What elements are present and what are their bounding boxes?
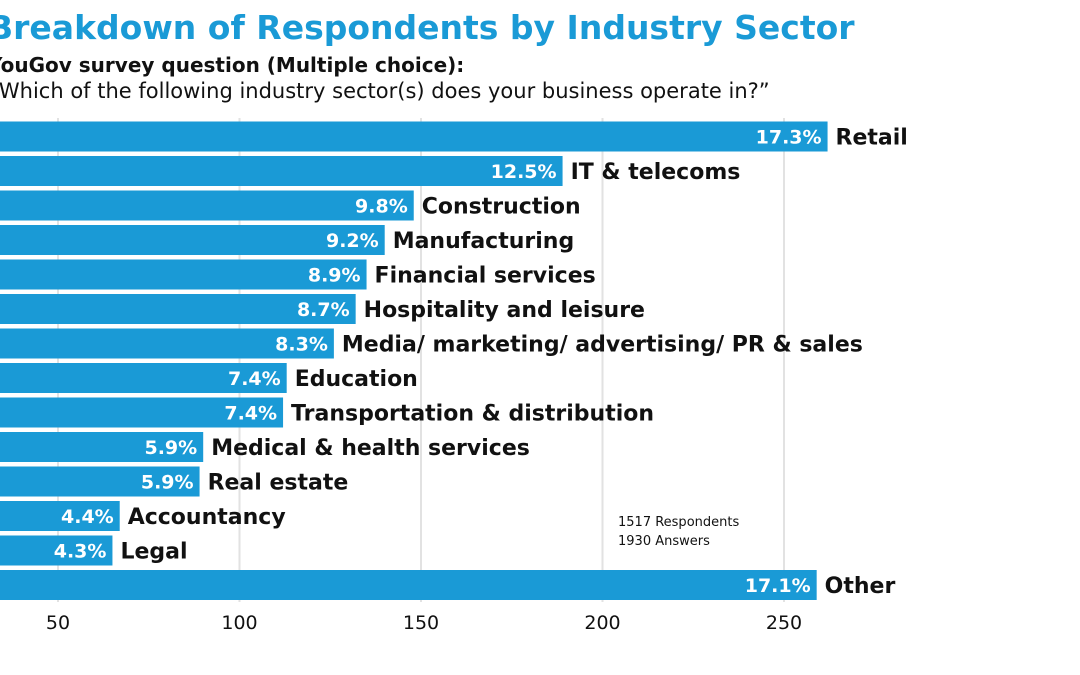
answers-count: 1930 Answers — [618, 534, 710, 549]
bar-value-label: 4.4% — [61, 506, 114, 528]
bar-value-label: 7.4% — [224, 403, 277, 425]
chart-title: Breakdown of Respondents by Industry Sec… — [0, 8, 855, 47]
category-label: Legal — [120, 540, 187, 565]
bar-value-label: 12.5% — [491, 161, 557, 183]
category-label: Real estate — [208, 471, 349, 496]
category-label: Accountancy — [128, 505, 286, 530]
category-label: Financial services — [375, 264, 596, 289]
bar — [0, 432, 204, 462]
x-tick-label: 150 — [403, 612, 439, 634]
bar-value-label: 17.3% — [756, 127, 822, 149]
bar — [0, 294, 356, 324]
bar — [0, 535, 113, 566]
bar — [0, 156, 563, 186]
x-tick-label: 50 — [46, 612, 70, 634]
bar — [0, 466, 200, 497]
bar — [0, 501, 120, 531]
bar — [0, 190, 414, 221]
category-label: IT & telecoms — [571, 160, 741, 185]
x-tick-label: 200 — [584, 612, 620, 634]
chart-subtitle: YouGov survey question (Multiple choice)… — [0, 53, 465, 77]
respondents-count: 1517 Respondents — [618, 515, 740, 530]
bar-value-label: 5.9% — [144, 437, 197, 459]
bar-value-label: 9.8% — [355, 196, 408, 218]
x-tick-label: 250 — [766, 612, 802, 634]
category-label: Manufacturing — [393, 229, 575, 254]
bar — [0, 328, 334, 359]
x-axis-ticks: 50 100 150 200 250 — [46, 612, 802, 634]
bar — [0, 363, 287, 393]
bar-value-label: 7.4% — [228, 368, 281, 390]
bar — [0, 397, 284, 428]
category-label: Media/ marketing/ advertising/ PR & sale… — [342, 333, 863, 358]
bar — [0, 570, 817, 600]
category-label: Education — [295, 367, 418, 392]
survey-question: “Which of the following industry sector(… — [0, 79, 770, 103]
bar — [0, 259, 367, 290]
x-tick-label: 100 — [221, 612, 257, 634]
bar-value-label: 17.1% — [745, 575, 811, 597]
respondent-note: 1517 Respondents 1930 Answers — [618, 513, 739, 551]
category-label: Other — [825, 574, 896, 599]
category-label: Medical & health services — [211, 436, 530, 461]
bar-value-label: 5.9% — [141, 472, 194, 494]
bar — [0, 225, 385, 255]
bar-value-label: 8.7% — [297, 299, 350, 321]
bar-value-label: 4.3% — [54, 541, 107, 563]
category-label: Hospitality and leisure — [364, 298, 645, 323]
bar-value-label: 8.9% — [308, 265, 361, 287]
category-label: Transportation & distribution — [291, 402, 654, 427]
bar — [0, 121, 828, 152]
category-label: Retail — [836, 126, 908, 151]
bar-value-label: 8.3% — [275, 334, 328, 356]
category-label: Construction — [422, 195, 581, 220]
bar-value-label: 9.2% — [326, 230, 379, 252]
bar-series: 17.3% Retail 12.5% IT & telecoms 9.8% Constru… — [0, 121, 908, 600]
